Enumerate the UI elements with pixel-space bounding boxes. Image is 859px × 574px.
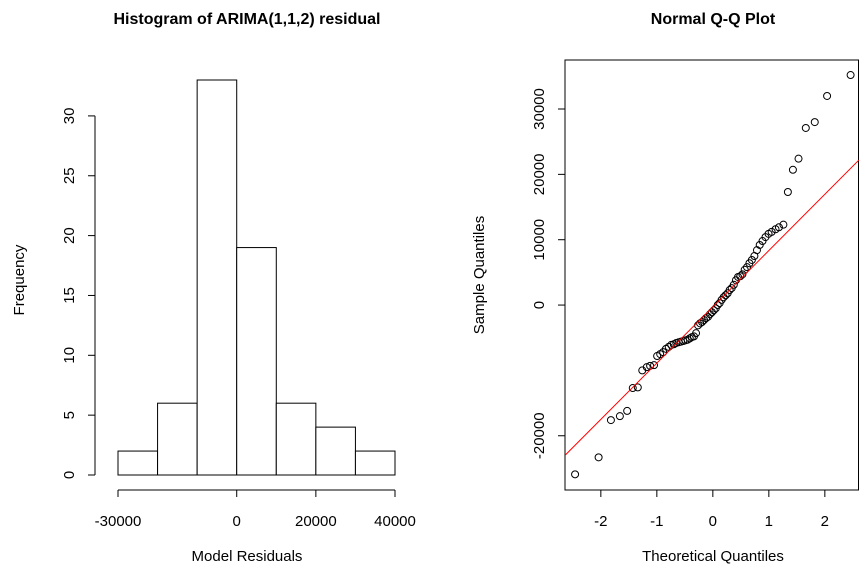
y-tick-label: 15 <box>61 287 78 304</box>
point <box>664 342 673 351</box>
point <box>642 363 651 372</box>
point <box>794 154 803 163</box>
point <box>628 384 637 393</box>
point <box>623 406 632 415</box>
x-tick-label: -1 <box>650 513 663 530</box>
point <box>633 383 642 392</box>
y-tick-label: 0 <box>531 301 548 309</box>
y-tick-label: 0 <box>61 471 78 479</box>
bar <box>117 450 159 476</box>
point <box>683 335 692 344</box>
y-tick-label: -20000 <box>531 412 548 459</box>
point <box>788 165 797 174</box>
y-tick-label: 30000 <box>531 88 548 130</box>
y-tick-label: 30 <box>61 108 78 125</box>
y-tick-label: 10000 <box>531 219 548 261</box>
point <box>571 470 580 479</box>
x-tick-label: 40000 <box>374 513 416 530</box>
point <box>615 412 624 421</box>
point <box>606 416 615 425</box>
point <box>801 123 810 132</box>
bar <box>354 450 396 476</box>
bar <box>236 247 277 476</box>
x-tick-label: 2 <box>821 513 829 530</box>
x-tick-label: 20000 <box>295 513 337 530</box>
point <box>709 306 718 315</box>
point <box>721 291 730 300</box>
x-tick-label: 1 <box>765 513 773 530</box>
point <box>783 188 792 197</box>
x-axis-label: Theoretical Quantiles <box>642 548 784 565</box>
point <box>594 453 603 462</box>
x-tick-label: -2 <box>594 513 607 530</box>
point <box>650 361 659 370</box>
point <box>725 286 734 295</box>
y-tick-label: 20 <box>61 227 78 244</box>
bar <box>275 402 317 476</box>
point <box>810 118 819 127</box>
point <box>767 227 776 236</box>
y-tick-label: 10 <box>61 347 78 364</box>
x-tick-label: -30000 <box>95 513 142 530</box>
point <box>846 71 855 80</box>
point <box>774 223 783 232</box>
point <box>823 91 832 100</box>
point <box>740 265 749 274</box>
y-tick-label: 25 <box>61 167 78 184</box>
y-tick-label: 20000 <box>531 154 548 196</box>
point <box>747 255 756 264</box>
chart-title: Histogram of ARIMA(1,1,2) residual <box>113 11 380 28</box>
x-tick-label: 0 <box>233 513 241 530</box>
point <box>717 295 726 304</box>
point <box>729 280 738 289</box>
point <box>692 329 701 338</box>
qq-line <box>565 159 859 456</box>
y-axis-label: Frequency <box>11 244 28 315</box>
chart-title: Normal Q-Q Plot <box>651 11 776 28</box>
plot-frame <box>564 59 859 491</box>
y-axis-label: Sample Quantiles <box>471 216 488 334</box>
bar <box>157 402 198 476</box>
bar <box>196 79 238 476</box>
point <box>703 312 712 321</box>
bar <box>315 426 356 476</box>
point <box>779 220 788 229</box>
point <box>685 334 694 343</box>
point <box>738 270 747 279</box>
x-axis-label: Model Residuals <box>192 548 303 565</box>
y-tick-label: 5 <box>61 411 78 419</box>
point <box>743 263 751 272</box>
x-tick-label: 0 <box>709 513 717 530</box>
